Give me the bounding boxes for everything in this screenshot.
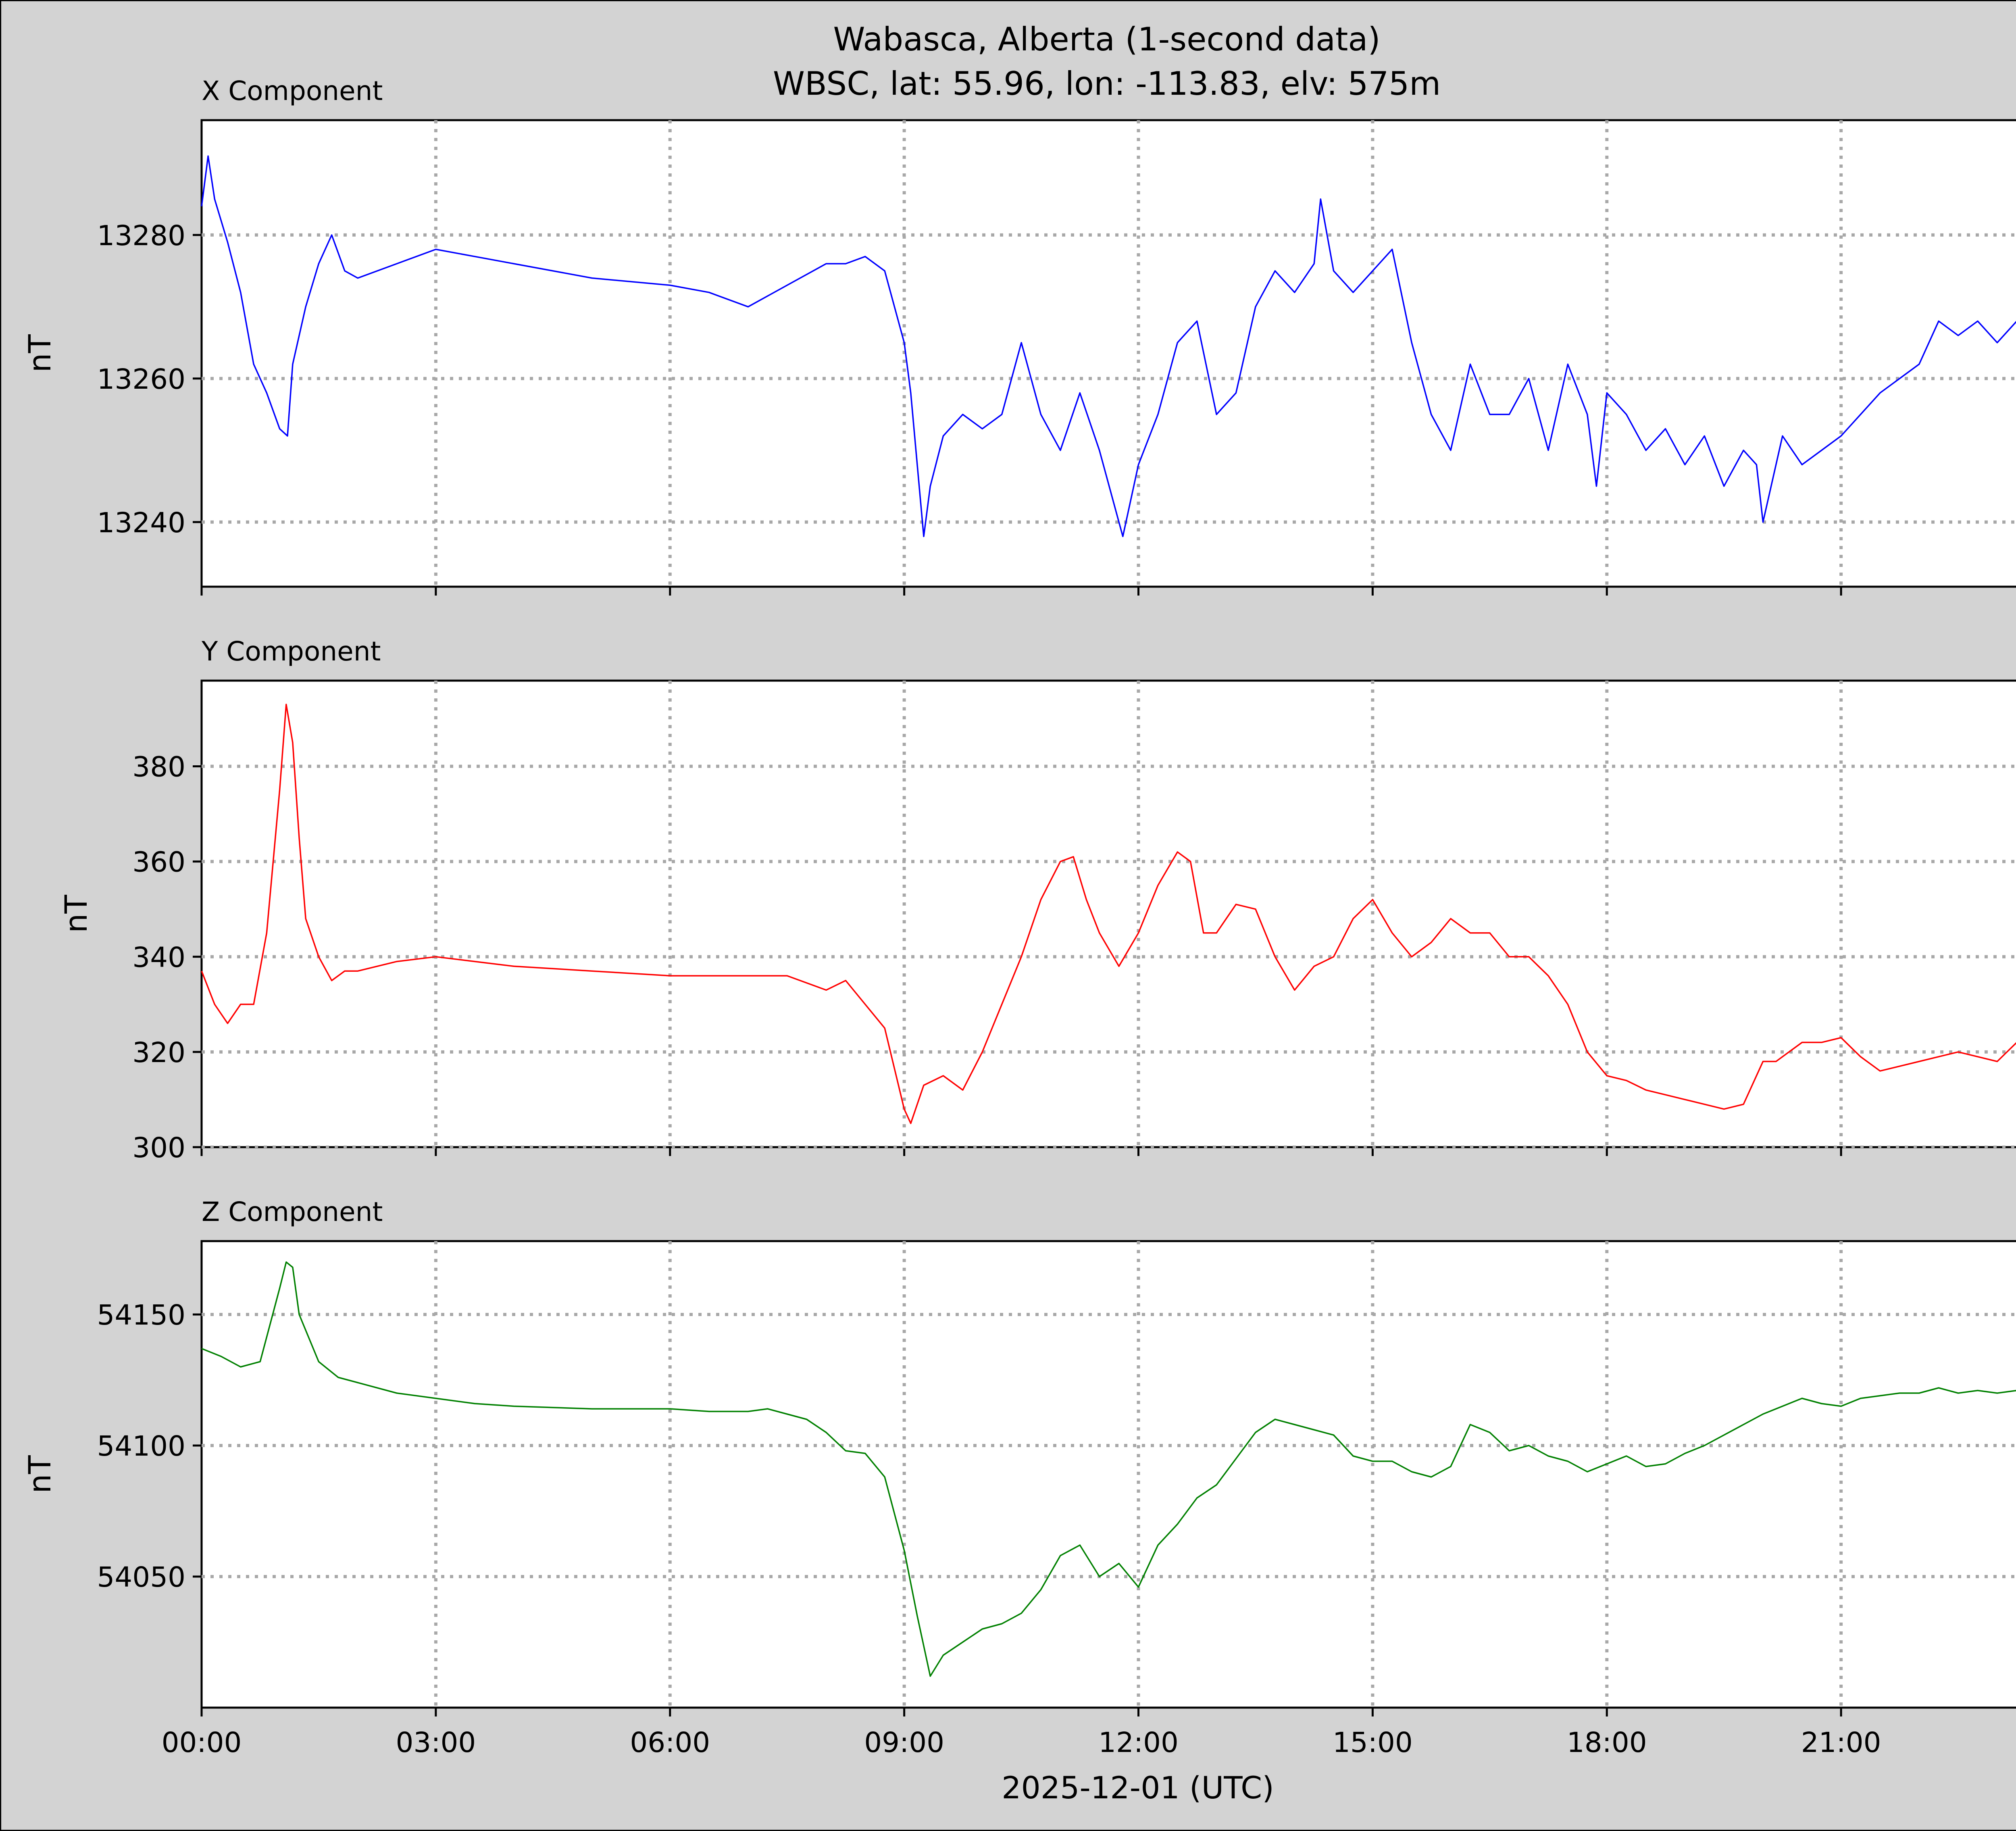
y-axis-label: nT xyxy=(22,1455,58,1494)
x-tick-label: 21:00 xyxy=(1801,1727,1881,1759)
y-tick-label: 54150 xyxy=(97,1299,186,1331)
y-axis-label: nT xyxy=(58,895,94,933)
y-tick-label: 360 xyxy=(132,846,185,879)
x-tick-label: 12:00 xyxy=(1098,1727,1179,1759)
series-line xyxy=(201,1261,2016,1677)
panels: X Component nT 13240 13260 13280 Y Component n… xyxy=(22,75,2016,1759)
x-tick-label: 09:00 xyxy=(864,1727,944,1759)
panel-title: Y Component xyxy=(201,636,381,667)
x-axis-label: 2025-12-01 (UTC) xyxy=(1002,1770,1274,1806)
panel-1: X Component nT 13240 13260 13280 xyxy=(22,75,2016,596)
plot-area xyxy=(200,679,2016,1148)
y-tick-label: 13280 xyxy=(97,220,186,252)
y-axis-label: nT xyxy=(22,334,58,373)
y-tick-label: 54050 xyxy=(97,1561,186,1594)
y-tick-label: 13260 xyxy=(97,363,186,396)
panel-title: X Component xyxy=(202,75,383,106)
series-line xyxy=(201,704,2016,1124)
plot-area xyxy=(200,1240,2016,1709)
figure-title-line2: WBSC, lat: 55.96, lon: -113.83, elv: 575… xyxy=(773,65,1441,102)
x-tick-label: 06:00 xyxy=(630,1727,710,1759)
x-tick-label: 00:00 xyxy=(162,1727,242,1759)
y-tick-label: 340 xyxy=(132,942,185,974)
panel-2: Y Component nT 300 320 340 360 380 xyxy=(58,636,2016,1164)
figure-title-line1: Wabasca, Alberta (1-second data) xyxy=(833,21,1380,58)
y-tick-label: 54100 xyxy=(97,1430,186,1462)
panel-title: Z Component xyxy=(202,1196,383,1227)
plot-area xyxy=(200,119,2016,588)
x-tick-label: 03:00 xyxy=(396,1727,476,1759)
x-tick-label: 15:00 xyxy=(1333,1727,1413,1759)
y-tick-label: 300 xyxy=(132,1132,185,1164)
panel-3: Z Component nT 00:00 03:00 06:00 09:00 12:00 15… xyxy=(22,1196,2016,1759)
y-tick-label: 320 xyxy=(132,1037,185,1069)
x-tick-label: 18:00 xyxy=(1567,1727,1647,1759)
series-line xyxy=(201,155,2016,537)
y-tick-label: 13240 xyxy=(97,507,186,539)
y-tick-label: 380 xyxy=(132,751,185,783)
